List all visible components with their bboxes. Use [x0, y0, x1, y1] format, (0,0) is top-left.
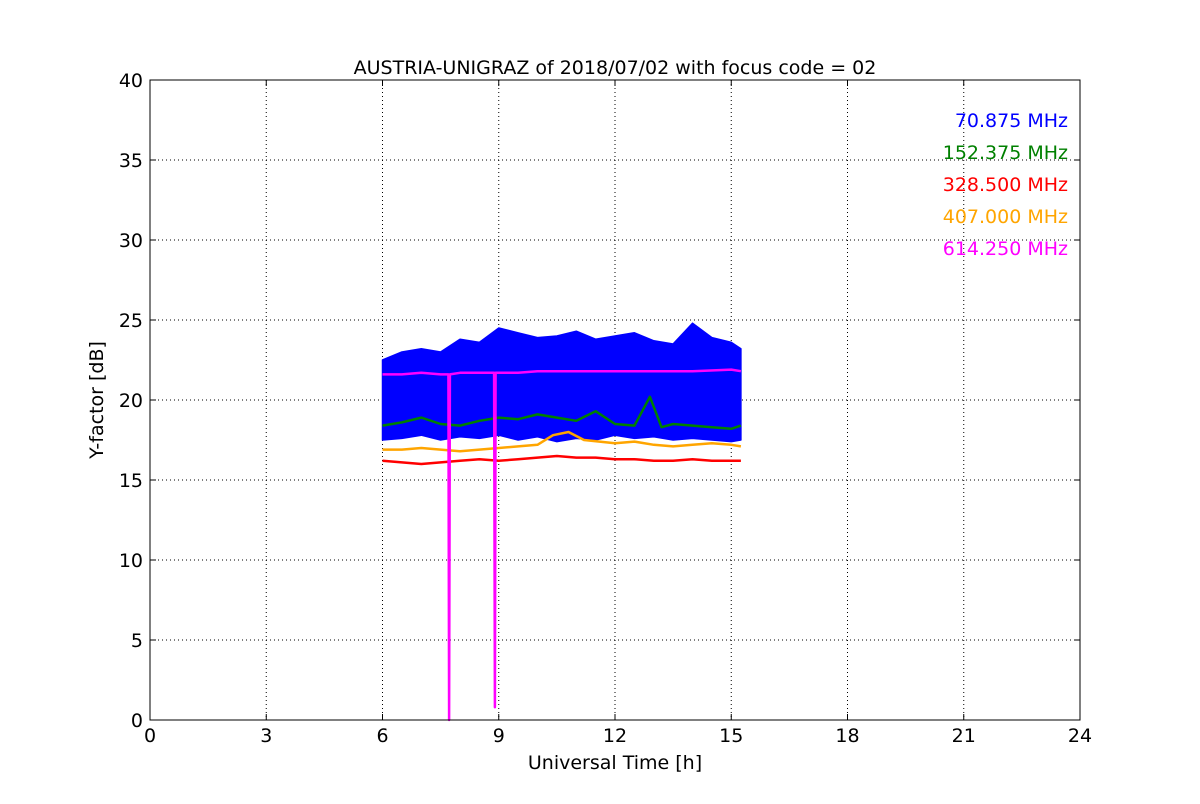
series-line-407-000-mhz: [382, 430, 742, 453]
series-layer: [381, 322, 742, 722]
series-line-152-375-mhz: [382, 395, 742, 431]
legend: 70.875 MHz 152.375 MHz 328.500 MHz 407.000 …: [943, 110, 1068, 260]
axis-ticks: 0 3 6 9 12 15 18 21 24 0 5 10 15 20 25 30 35 40: [119, 70, 1092, 747]
y-tick-label: 20: [119, 390, 143, 412]
series-band-70-875-mhz: [381, 322, 742, 443]
series-line-328-500-mhz: [382, 454, 741, 466]
x-tick-label: 9: [493, 725, 505, 747]
x-tick-label: 3: [260, 725, 272, 747]
y-tick-label: 15: [119, 470, 143, 492]
x-tick-label: 12: [603, 725, 627, 747]
x-axis-label: Universal Time [h]: [528, 752, 702, 774]
y-tick-label: 0: [131, 710, 143, 732]
x-tick-label: 21: [952, 725, 976, 747]
y-tick-label: 35: [119, 150, 143, 172]
y-tick-label: 10: [119, 550, 143, 572]
x-tick-label: 0: [144, 725, 156, 747]
legend-entry-328-500-mhz: 328.500 MHz: [943, 174, 1068, 196]
x-tick-label: 24: [1068, 725, 1092, 747]
x-tick-label: 15: [719, 725, 743, 747]
y-axis-label: Y-factor [dB]: [86, 341, 108, 460]
series-line-614-250-mhz: [382, 368, 742, 722]
x-tick-label: 18: [835, 725, 859, 747]
legend-entry-70-875-mhz: 70.875 MHz: [955, 110, 1068, 132]
legend-entry-614-250-mhz: 614.250 MHz: [943, 238, 1068, 260]
x-tick-label: 6: [376, 725, 388, 747]
y-tick-label: 40: [119, 70, 143, 92]
chart-title: AUSTRIA-UNIGRAZ of 2018/07/02 with focus…: [354, 57, 877, 79]
y-tick-label: 25: [119, 310, 143, 332]
y-tick-label: 5: [131, 630, 143, 652]
y-tick-label: 30: [119, 230, 143, 252]
legend-entry-152-375-mhz: 152.375 MHz: [943, 142, 1068, 164]
legend-entry-407-000-mhz: 407.000 MHz: [943, 206, 1068, 228]
